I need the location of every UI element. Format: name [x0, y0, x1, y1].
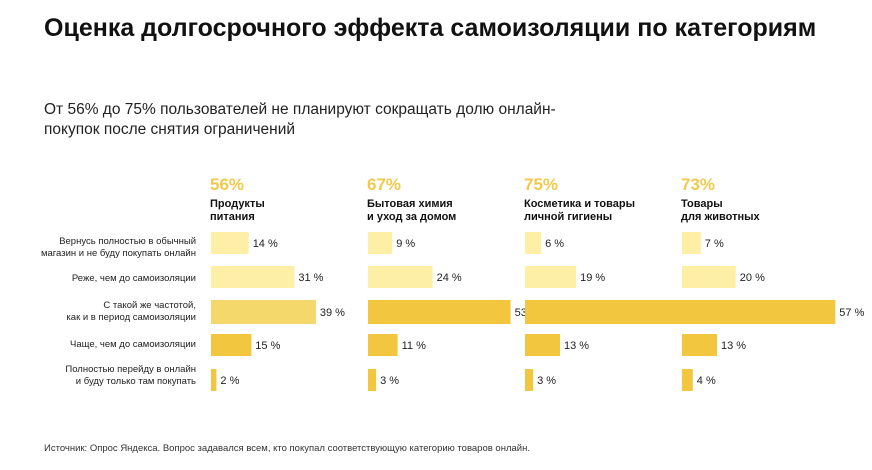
row-label-line: как и в период самоизоляции: [66, 312, 196, 323]
bar-household-row-1: [368, 266, 433, 288]
panel-cosmetics-highlight: 75%: [524, 175, 559, 194]
value-label-pets-row-2: 57 %: [839, 307, 864, 319]
panel-food-name: Продукты питания: [210, 198, 360, 224]
value-label-food-row-1: 31 %: [298, 272, 323, 284]
bar-cosmetics-row-2: [525, 300, 684, 324]
panel-food-highlight: 56%: [210, 175, 245, 194]
chart-subtitle: От 56% до 75% пользователей не планируют…: [44, 101, 556, 138]
source-note: Источник: Опрос Яндекса. Вопрос задавалс…: [44, 443, 530, 454]
row-label-fully-online: Полностью перейду в онлайн и буду только…: [30, 364, 196, 388]
bar-cosmetics-row-1: [525, 266, 577, 288]
panel-household-highlight: 67%: [367, 175, 402, 194]
row-label-line: Реже, чем до самоизоляции: [71, 273, 196, 284]
bar-food-row-0: [211, 232, 249, 254]
bar-pets-row-1: [682, 266, 736, 288]
panel-name-line: питания: [210, 211, 255, 223]
panel-name-line: для животных: [681, 211, 760, 223]
row-label-line: Чаще, чем до самоизоляции: [70, 339, 196, 350]
bar-cosmetics-row-0: [525, 232, 542, 254]
panel-name-line: Продукты: [210, 198, 265, 210]
bar-cosmetics-row-3: [525, 334, 560, 356]
value-label-household-row-3: 11 %: [402, 340, 426, 352]
row-label-more-often: Чаще, чем до самоизоляции: [30, 338, 196, 352]
panel-name-line: и уход за домом: [367, 211, 457, 223]
bar-household-row-0: [368, 232, 393, 254]
bar-household-row-2: [368, 300, 511, 324]
value-label-food-row-2: 39 %: [320, 307, 345, 319]
row-label-line: магазин и не буду покупать онлайн: [40, 248, 196, 259]
bar-food-row-1: [211, 266, 295, 288]
value-label-food-row-3: 15 %: [255, 340, 280, 352]
page-title: Оценка долгосрочного эффекта самоизоляци…: [44, 14, 817, 42]
bar-food-row-3: [211, 334, 252, 356]
value-label-pets-row-0: 7 %: [705, 238, 724, 250]
panel-name-line: Косметика и товары: [524, 198, 635, 210]
value-label-cosmetics-row-1: 19 %: [580, 272, 605, 284]
bar-cosmetics-row-4: [525, 369, 534, 391]
value-label-household-row-4: 3 %: [380, 375, 399, 387]
bar-household-row-3: [368, 334, 398, 356]
value-label-pets-row-3: 13 %: [721, 340, 746, 352]
panel-name-line: Товары: [681, 198, 723, 210]
row-label-line: и буду только там покупать: [75, 376, 196, 387]
row-label-line: Полностью перейду в онлайн: [65, 364, 196, 375]
bar-pets-row-2: [682, 300, 836, 324]
panel-name-line: личной гигиены: [524, 211, 613, 223]
bar-household-row-4: [368, 369, 377, 391]
value-label-cosmetics-row-0: 6 %: [545, 238, 564, 250]
row-label-line: Вернусь полностью в обычный: [59, 236, 196, 247]
value-label-cosmetics-row-4: 3 %: [537, 375, 556, 387]
panel-household-name: Бытовая химия и уход за домом: [367, 198, 517, 224]
bar-pets-row-3: [682, 334, 717, 356]
value-label-household-row-1: 24 %: [437, 272, 462, 284]
row-label-line: С такой же частотой,: [103, 300, 196, 311]
panel-pets-highlight: 73%: [681, 175, 716, 194]
row-label-less-often: Реже, чем до самоизоляции: [30, 272, 196, 286]
value-label-pets-row-4: 4 %: [697, 375, 716, 387]
bar-food-row-2: [211, 300, 316, 324]
bar-pets-row-4: [682, 369, 693, 391]
value-label-food-row-0: 14 %: [253, 238, 278, 250]
value-label-household-row-0: 9 %: [396, 238, 415, 250]
value-label-pets-row-1: 20 %: [740, 272, 765, 284]
row-label-return-to-store: Вернусь полностью в обычный магазин и не…: [30, 236, 196, 260]
panel-pets-name: Товары для животных: [681, 198, 831, 224]
row-label-same-frequency: С такой же частотой, как и в период само…: [30, 300, 196, 324]
value-label-cosmetics-row-3: 13 %: [564, 340, 589, 352]
panel-cosmetics-name: Косметика и товары личной гигиены: [524, 198, 674, 224]
bar-food-row-4: [211, 369, 217, 391]
bar-pets-row-0: [682, 232, 701, 254]
value-label-food-row-4: 2 %: [220, 375, 239, 387]
panel-name-line: Бытовая химия: [367, 198, 453, 210]
